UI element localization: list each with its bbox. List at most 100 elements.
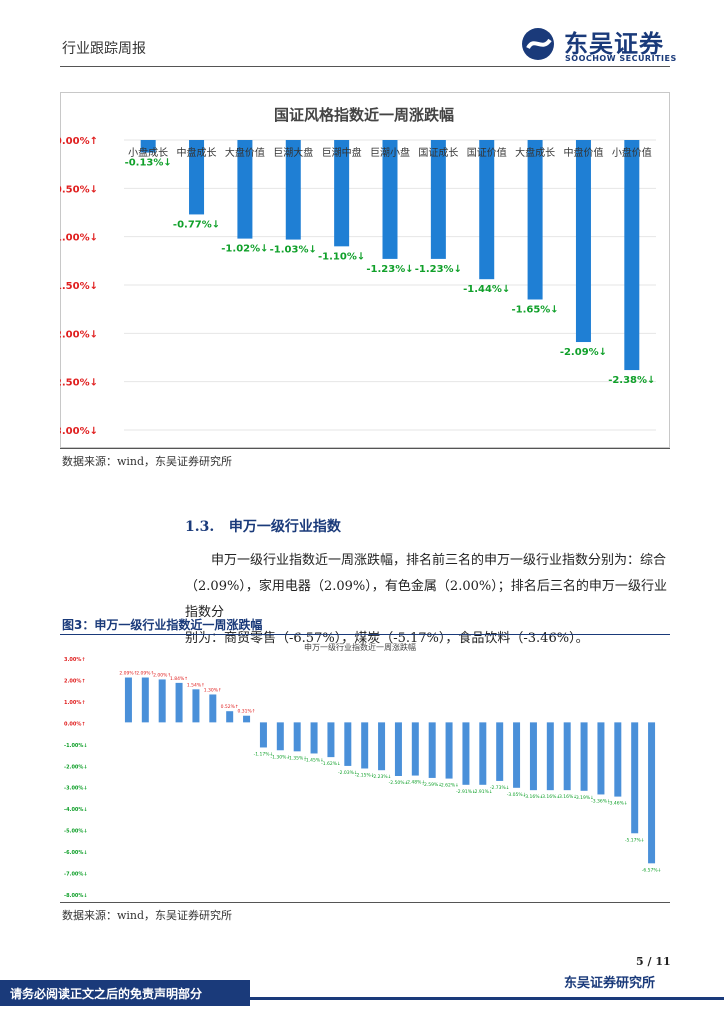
chart2-divider: [60, 902, 670, 903]
chart1-source: 数据来源：wind，东吴证券研究所: [62, 455, 233, 468]
chart2-y-tick: -3.00%↓: [64, 786, 88, 792]
chart2-bar: [546, 722, 554, 791]
chart2-bar: [141, 677, 149, 723]
chart2-bar: [648, 722, 656, 864]
chart2-bar: [124, 677, 132, 723]
chart2-y-tick: 3.00%↑: [64, 657, 86, 663]
chart1-category-label: 小盘成长: [128, 146, 168, 159]
chart2-data-label: -2.73%↓: [490, 785, 510, 791]
chart2-data-label: 2.00%↑: [153, 672, 171, 678]
chart2-data-label: -2.62%↓: [439, 783, 459, 789]
chart2-bar: [529, 722, 537, 791]
brand-name: 东吴证券: [564, 30, 664, 58]
chart2-y-tick: 2.00%↑: [64, 678, 86, 684]
chart2-bar: [310, 722, 318, 754]
chart1-data-label: -2.09%↓: [560, 347, 607, 358]
style-index-chart-frame: [60, 92, 670, 448]
chart1-title: 国证风格指数近一周涨跌幅: [274, 106, 454, 124]
chart2-data-label: 2.09%↑: [119, 671, 137, 677]
chart2-bar: [158, 679, 166, 723]
chart2-bar: [243, 715, 251, 723]
chart1-bar: [624, 140, 640, 371]
chart1-bar: [527, 140, 543, 300]
chart2-data-label: -2.59%↓: [422, 782, 442, 788]
chart1-bar: [334, 140, 350, 247]
chart2-bar: [445, 722, 453, 779]
chart1-data-label: -2.38%↓: [608, 375, 655, 386]
chart2-bar: [428, 722, 436, 778]
chart2-bar: [361, 722, 369, 769]
chart1-data-label: -1.44%↓: [463, 284, 510, 295]
chart2-bar: [479, 722, 487, 785]
chart2-data-label: 2.09%↑: [136, 671, 154, 677]
chart2-bar: [411, 722, 419, 776]
chart2-bar: [462, 722, 470, 785]
chart1-category-label: 巨潮小盘: [370, 146, 410, 159]
chart2-y-tick: -4.00%↓: [64, 807, 88, 813]
chart2-data-label: -1.30%↓: [270, 754, 290, 760]
chart2-data-label: 0.52%↑: [221, 704, 239, 710]
chart2-y-tick: 1.00%↑: [64, 700, 86, 706]
chart2-y-tick: -6.00%↓: [64, 850, 88, 856]
chart1-y-tick: -3.00%↓: [60, 426, 98, 437]
chart2-data-label: -3.05%↓: [507, 792, 527, 798]
chart1-data-label: -0.13%↓: [125, 158, 172, 169]
chart2-source: 数据来源：wind，东吴证券研究所: [62, 909, 233, 922]
chart2-title: 申万一级行业指数近一周涨跌幅: [304, 642, 416, 652]
footer-disclaimer-bar: [0, 980, 250, 1006]
chart2-data-label: -5.17%↓: [625, 837, 645, 843]
chart2-bar: [378, 722, 386, 771]
chart2-data-label: -6.57%↓: [642, 867, 662, 873]
chart2-bar: [226, 711, 234, 723]
style-index-chart: 国证风格指数近一周涨跌幅 0.00%↑ -0.50%↓ -1.00%↓ -1.50%↓ -…: [60, 106, 656, 437]
header-divider: [60, 66, 670, 67]
chart2-bar: [276, 722, 284, 751]
chart2-data-label: 1.84%↑: [170, 676, 188, 682]
chart1-bar: [237, 140, 253, 239]
chart2-bar: [614, 722, 622, 797]
chart1-bar: [479, 140, 495, 280]
chart1-category-label: 中盘价值: [563, 146, 603, 159]
paragraph-line-1: 申万一级行业指数近一周涨跌幅，排名前三名的申万一级行业指数分别为：综合: [211, 553, 667, 568]
chart1-y-tick: -2.00%↓: [60, 329, 98, 340]
section-heading: 申万一级行业指数: [228, 519, 341, 535]
chart1-category-label: 大盘成长: [515, 146, 555, 159]
chart2-data-label: -2.48%↓: [405, 780, 425, 786]
chart1-data-label: -0.77%↓: [173, 219, 220, 230]
chart2-bar: [259, 722, 267, 748]
footer-disclaimer[interactable]: 请务必阅读正文之后的免责声明部分: [10, 987, 203, 1001]
chart2-data-label: -1.62%↓: [321, 761, 341, 767]
chart2-data-label: -3.36%↓: [591, 798, 611, 804]
chart1-category-label: 大盘价值: [225, 146, 265, 159]
chart1-data-label: -1.03%↓: [270, 245, 317, 256]
chart1-data-label: -1.23%↓: [415, 264, 462, 275]
chart1-divider: [60, 448, 670, 449]
brand-name-en: SOOCHOW SECURITIES: [565, 54, 677, 63]
chart1-category-label: 小盘价值: [612, 146, 652, 159]
chart2-data-label: -3.16%↓: [557, 794, 577, 800]
figure3-divider: [60, 634, 670, 635]
chart1-data-label: -1.23%↓: [366, 264, 413, 275]
section-title: 1.3. 申万一级行业指数: [185, 516, 341, 536]
chart1-category-label: 巨潮中盘: [322, 146, 362, 159]
chart2-data-label: -3.16%↓: [524, 794, 544, 800]
chart2-data-label: 1.54%↑: [187, 682, 205, 688]
chart2-bar: [394, 722, 402, 776]
chart2-y-tick: -7.00%↓: [64, 872, 88, 878]
chart2-bar: [513, 722, 521, 788]
page-number: 5 / 11: [636, 955, 671, 968]
chart2-data-label: -3.16%↓: [540, 794, 560, 800]
chart1-y-tick: -1.50%↓: [60, 281, 98, 292]
chart2-data-label: -1.35%↓: [287, 755, 307, 761]
chart2-data-label: 1.30%↑: [204, 687, 222, 693]
chart2-data-label: 0.31%↑: [238, 709, 256, 715]
chart2-bar: [597, 722, 605, 795]
chart1-category-label: 国证成长: [418, 147, 458, 159]
chart2-bar: [344, 722, 352, 766]
chart2-bar: [631, 722, 639, 834]
chart2-y-tick: 0.00%↑: [64, 721, 86, 727]
chart2-data-label: -2.03%↓: [338, 770, 358, 776]
paragraph-line-2: （2.09%），家用电器（2.09%），有色金属（2.00%）；排名后三名的申万…: [185, 579, 667, 620]
chart2-data-label: -2.50%↓: [389, 780, 409, 786]
chart2-data-label: -2.91%↓: [473, 789, 493, 795]
